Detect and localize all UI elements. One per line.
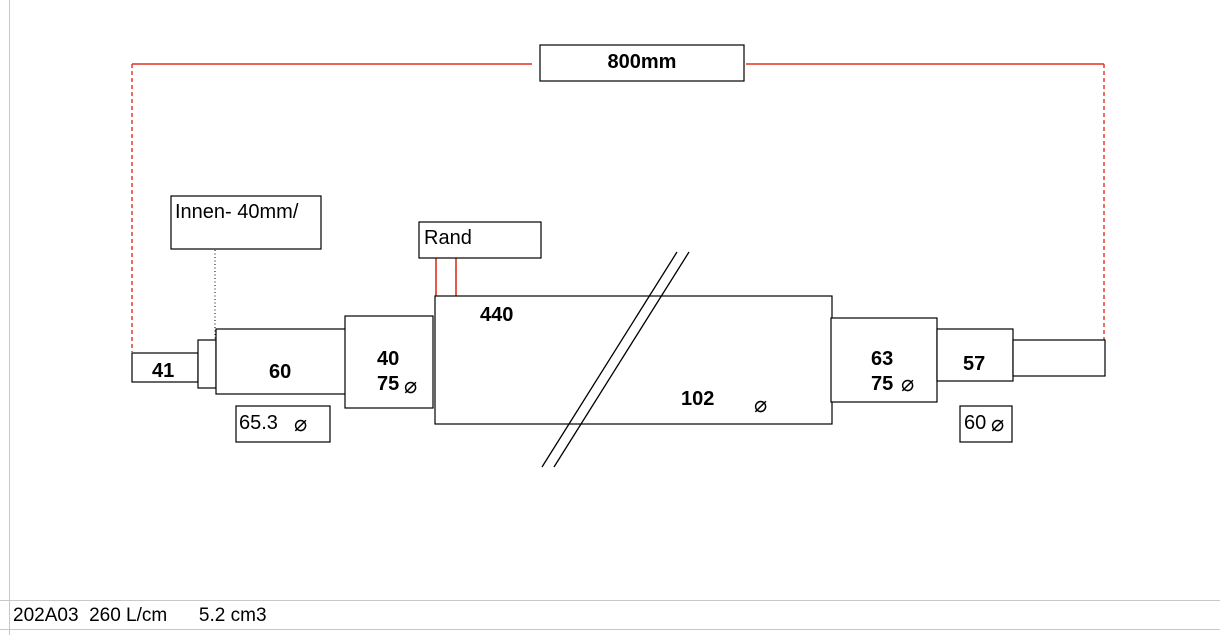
- break-lines: [541, 251, 690, 468]
- inlet-flange: [197, 339, 217, 389]
- rand-label-box: [418, 221, 542, 259]
- outlet-diameter-label: 60: [964, 412, 987, 434]
- muffler-body-440: [434, 295, 833, 425]
- total-length-label: 800mm: [607, 51, 677, 73]
- outlet-tailpipe: [1012, 339, 1106, 377]
- body-diameter-icon: ⌀: [754, 392, 768, 417]
- outlet-diameter-box: [959, 405, 1013, 443]
- segment-63-diameter: 75: [871, 373, 894, 395]
- sheet-row-divider-bottom: [0, 629, 1220, 630]
- sheet-left-border: [9, 0, 10, 635]
- segment-40-label: 40: [377, 348, 400, 370]
- inlet-pipe-41: [131, 352, 199, 383]
- total-length-box: [539, 44, 745, 82]
- inlet-cone-40: [344, 315, 434, 409]
- rand-label: Rand: [424, 227, 472, 249]
- rand-marker-lines: [435, 258, 457, 296]
- overall-dimension-line: [131, 63, 1105, 352]
- inlet-diameter-icon: ⌀: [294, 411, 308, 436]
- outlet-diameter-icon: ⌀: [991, 411, 1005, 436]
- segment-40-diameter: 75: [377, 373, 400, 395]
- inner-diameter-label: Innen- 40mm/: [175, 201, 299, 223]
- segment-57-label: 57: [963, 353, 986, 375]
- footer-flow: 260 L/cm: [89, 605, 168, 626]
- segment-41-label: 41: [152, 360, 175, 382]
- inlet-diameter-label: 65.3: [239, 412, 278, 434]
- footer-part-number: 202A03: [13, 605, 79, 626]
- sheet-row-divider-top: [0, 600, 1220, 601]
- outlet-cone-63: [830, 317, 938, 403]
- segment-60-label: 60: [269, 361, 292, 383]
- body-diameter-label: 102: [681, 388, 715, 410]
- exhaust-drawing: [131, 44, 1106, 468]
- inlet-diameter-box: [235, 405, 331, 443]
- segment-40-diameter-icon: ⌀: [404, 373, 418, 398]
- body-length-label: 440: [480, 304, 514, 326]
- footer-volume: 5.2 cm3: [198, 605, 267, 626]
- inner-label-box: [170, 195, 322, 250]
- segment-63-diameter-icon: ⌀: [901, 371, 915, 396]
- footer-row: 202A03 260 L/cm 5.2 cm3: [13, 604, 267, 628]
- segment-63-label: 63: [871, 348, 894, 370]
- inlet-section-60: [215, 328, 349, 395]
- outlet-section-57: [936, 328, 1014, 382]
